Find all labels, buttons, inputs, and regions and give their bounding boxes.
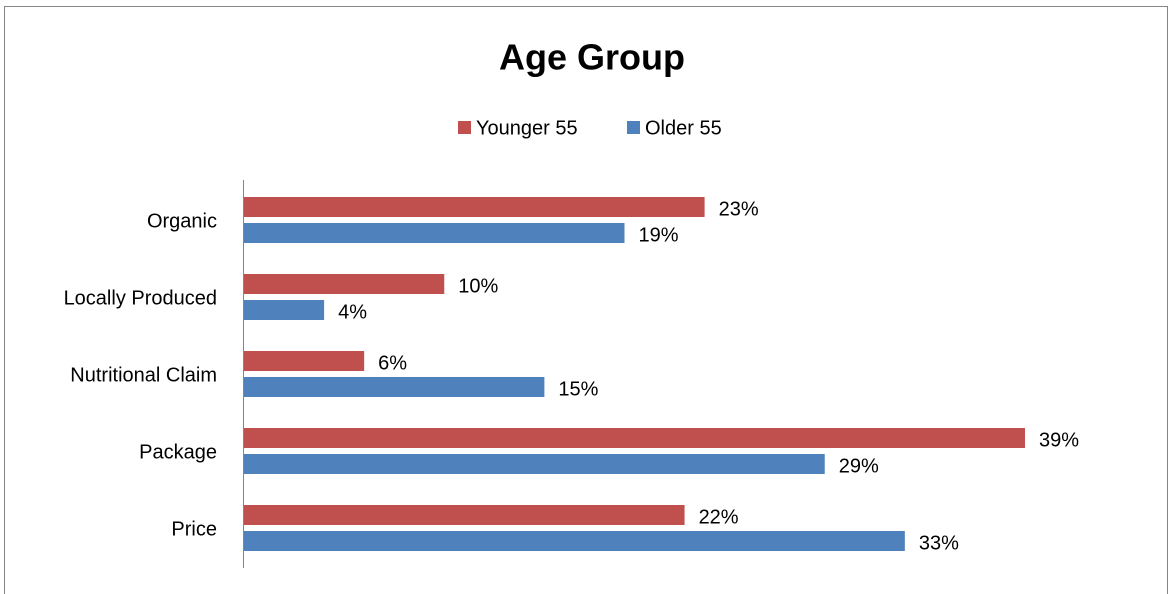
bar <box>244 197 705 217</box>
bar <box>244 223 625 243</box>
y-tick-label: Nutritional Claim <box>70 364 217 386</box>
y-tick-label: Package <box>139 441 217 463</box>
bar <box>244 531 905 551</box>
legend-label: Younger 55 <box>476 117 578 139</box>
bar <box>244 505 685 525</box>
bar <box>244 351 365 371</box>
legend-swatch <box>458 121 471 134</box>
data-label: 22% <box>699 506 739 528</box>
bar <box>244 428 1025 448</box>
data-label: 6% <box>378 352 407 374</box>
chart-title: Age Group <box>499 37 685 78</box>
y-tick-label: Locally Produced <box>64 287 217 309</box>
data-label: 33% <box>919 532 959 554</box>
legend-label: Older 55 <box>645 117 722 139</box>
data-label: 23% <box>719 198 759 220</box>
data-label: 19% <box>638 224 678 246</box>
legend-swatch <box>627 121 640 134</box>
bar <box>244 454 825 474</box>
bar <box>244 274 445 294</box>
data-label: 4% <box>338 301 367 323</box>
y-tick-label: Price <box>171 518 217 540</box>
chart-border <box>4 6 1168 594</box>
data-label: 15% <box>558 378 598 400</box>
y-tick-label: Organic <box>147 210 217 232</box>
bar <box>244 377 545 397</box>
bar <box>244 300 325 320</box>
data-label: 10% <box>458 275 498 297</box>
data-label: 29% <box>839 455 879 477</box>
data-label: 39% <box>1039 429 1079 451</box>
